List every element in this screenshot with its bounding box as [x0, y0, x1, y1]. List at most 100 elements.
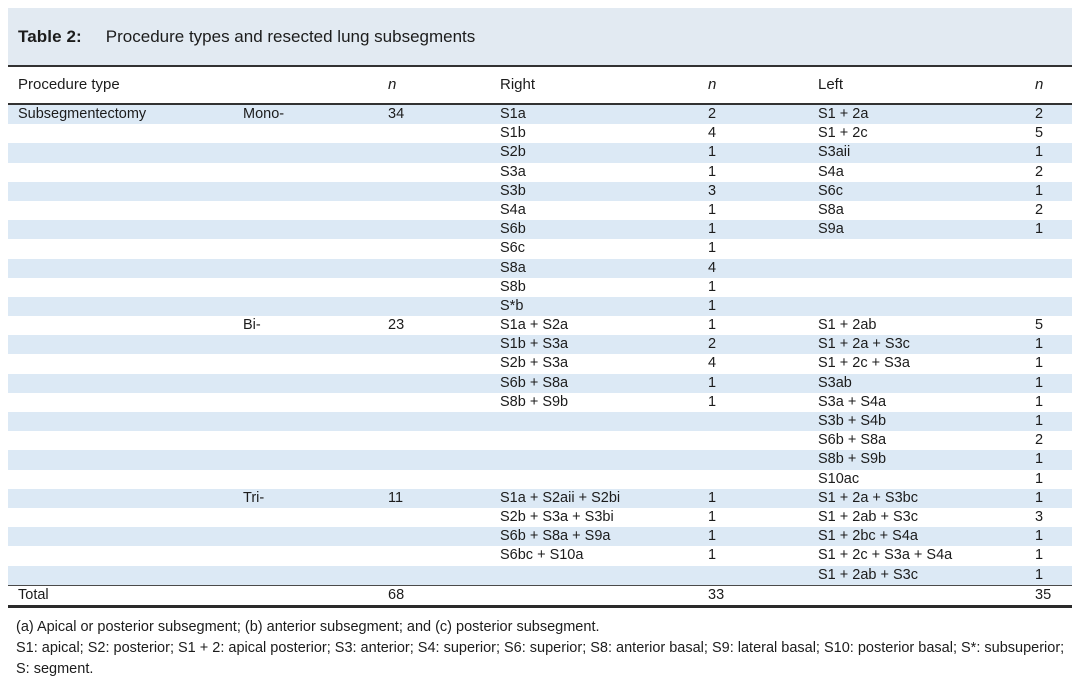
table-cell: S1 + 2a + S3bc [818, 489, 918, 506]
footnote-segment-key: S1: apical; S2: posterior; S1 + 2: apica… [16, 639, 1065, 677]
table-figure: Table 2: Procedure types and resected lu… [8, 8, 1072, 680]
table-cell: 1 [708, 144, 717, 161]
table-row: S10ac 1 [8, 470, 1072, 489]
table-cell: 1 [708, 317, 717, 334]
table-cell: 5 [1035, 317, 1044, 334]
table-cell: 1 [1035, 144, 1044, 161]
table-cell: S6b + S8a + S9a [500, 528, 611, 545]
table-cell: S6c [818, 182, 843, 199]
table-cell: Tri- [243, 489, 265, 506]
table-cell: 3 [1035, 508, 1044, 525]
table-cell: 1 [1035, 566, 1044, 583]
column-header-n2: n [708, 76, 717, 93]
table-cell: S8b + S9b [500, 393, 569, 410]
table-cell: S1a + S2aii + S2bi [500, 489, 621, 506]
table-title-text: Procedure types and resected lung subseg… [105, 26, 476, 46]
table-cell: Subsegmentectomy [18, 106, 147, 122]
table-cell: 1 [708, 297, 717, 314]
table-cell: Bi- [243, 317, 261, 334]
table-cell: 1 [1035, 393, 1044, 410]
table-cell: S1b + S3a [500, 336, 569, 353]
table-cell: S8a [818, 201, 844, 218]
table-row: S6b + S8a + S9a 1 S1 + 2bc + S4a 1 [8, 527, 1072, 547]
table-cell: 1 [1035, 355, 1044, 372]
table-cell: 2 [708, 336, 717, 353]
table-cell: S2b + S3a [500, 355, 569, 372]
table-cell: S3a [500, 163, 526, 180]
column-header-n3: n [1035, 76, 1044, 93]
table-cell: S1 + 2c + S3a + S4a [818, 547, 953, 564]
total-label: Total [18, 586, 49, 603]
table-row: S8b + S9b 1 [8, 450, 1072, 470]
table-row: S6b + S8a 2 [8, 431, 1072, 450]
table-row: S6b + S8a 1 S3ab 1 [8, 373, 1072, 393]
table-cell: 2 [1035, 201, 1044, 218]
table-row: S8b + S9b 1 S3a + S4a 1 [8, 393, 1072, 412]
table-title-band: Table 2: Procedure types and resected lu… [8, 8, 1072, 65]
table-cell: 1 [708, 240, 717, 257]
table-cell: 2 [708, 106, 717, 122]
table-row: S3a 1 S4a 2 [8, 163, 1072, 182]
table-cell: 1 [1035, 221, 1044, 238]
table-total-row: Total 68 33 35 [8, 585, 1072, 605]
table-cell: 2 [1035, 163, 1044, 180]
rule-bottom [8, 604, 1072, 608]
table-cell: 1 [708, 508, 717, 525]
rule-below-header [8, 103, 1072, 105]
table-cell: S8b [500, 278, 526, 295]
table-cell: 1 [1035, 528, 1044, 545]
column-header-n1: n [388, 76, 397, 93]
table-row: Tri- 11 S1a + S2aii + S2bi 1 S1 + 2a + S3bc 1 [8, 488, 1072, 508]
table-cell: S8b + S9b [818, 451, 887, 468]
table-row: Subsegmentectomy Mono- 34 S1a 2 S1 + 2a 2 [8, 105, 1072, 125]
table-cell: S1a + S2a [500, 317, 569, 334]
table-footnotes: (a) Apical or posterior subsegment; (b) … [8, 608, 1072, 680]
table-cell: 1 [1035, 374, 1044, 391]
table-cell: S2b [500, 144, 526, 161]
table-row: S2b + S3a + S3bi 1 S1 + 2ab + S3c 3 [8, 508, 1072, 527]
table-row: S6b 1 S9a 1 [8, 220, 1072, 240]
table-cell: 4 [708, 125, 717, 142]
table-cell: S6c [500, 240, 525, 257]
column-header-left: Left [818, 76, 844, 93]
table-cell: S4a [500, 201, 526, 218]
table-row: S1b 4 S1 + 2c 5 [8, 124, 1072, 143]
table-cell: S3b + S4b [818, 413, 887, 429]
table-header-row: Procedure type n Right n Left n [8, 67, 1072, 103]
table-row: S1b + S3a 2 S1 + 2a + S3c 1 [8, 335, 1072, 355]
table-row: S3b + S4b 1 [8, 412, 1072, 432]
table-cell: S*b [500, 297, 524, 314]
table-row: S3b 3 S6c 1 [8, 181, 1072, 201]
table-row: S1 + 2ab + S3c 1 [8, 565, 1072, 585]
table-cell: 1 [708, 547, 717, 564]
table-cell: S3a + S4a [818, 393, 887, 410]
table-cell: S1 + 2a [818, 106, 869, 122]
table-cell: 1 [708, 163, 717, 180]
table-cell: S3b [500, 182, 526, 199]
table-row: S8a 4 [8, 258, 1072, 278]
table-row: S2b 1 S3aii 1 [8, 143, 1072, 163]
column-header-right: Right [500, 76, 536, 93]
column-header-procedure-type: Procedure type [18, 76, 120, 93]
table-cell: 1 [1035, 489, 1044, 506]
table-cell: S1b [500, 125, 526, 142]
table-cell: 1 [708, 528, 717, 545]
table-cell: 3 [708, 182, 717, 199]
table-number-label: Table 2: [18, 26, 82, 46]
table-cell: 1 [708, 201, 717, 218]
total-n1: 68 [388, 586, 405, 603]
table-row: S6bc + S10a 1 S1 + 2c + S3a + S4a 1 [8, 546, 1072, 565]
table-cell: 23 [388, 317, 405, 334]
table-row: S2b + S3a 4 S1 + 2c + S3a 1 [8, 354, 1072, 373]
table-cell: 4 [708, 259, 717, 276]
table-cell: S1 + 2a + S3c [818, 336, 910, 353]
table-cell: 1 [1035, 470, 1044, 487]
table-row: S6c 1 [8, 239, 1072, 258]
table-cell: 1 [708, 489, 717, 506]
table-cell: 11 [388, 489, 404, 506]
table-cell: S1 + 2ab [818, 317, 877, 334]
table-cell: 1 [1035, 451, 1044, 468]
table-cell: 2 [1035, 106, 1044, 122]
table-cell: 1 [708, 374, 717, 391]
table-cell: S9a [818, 221, 844, 238]
